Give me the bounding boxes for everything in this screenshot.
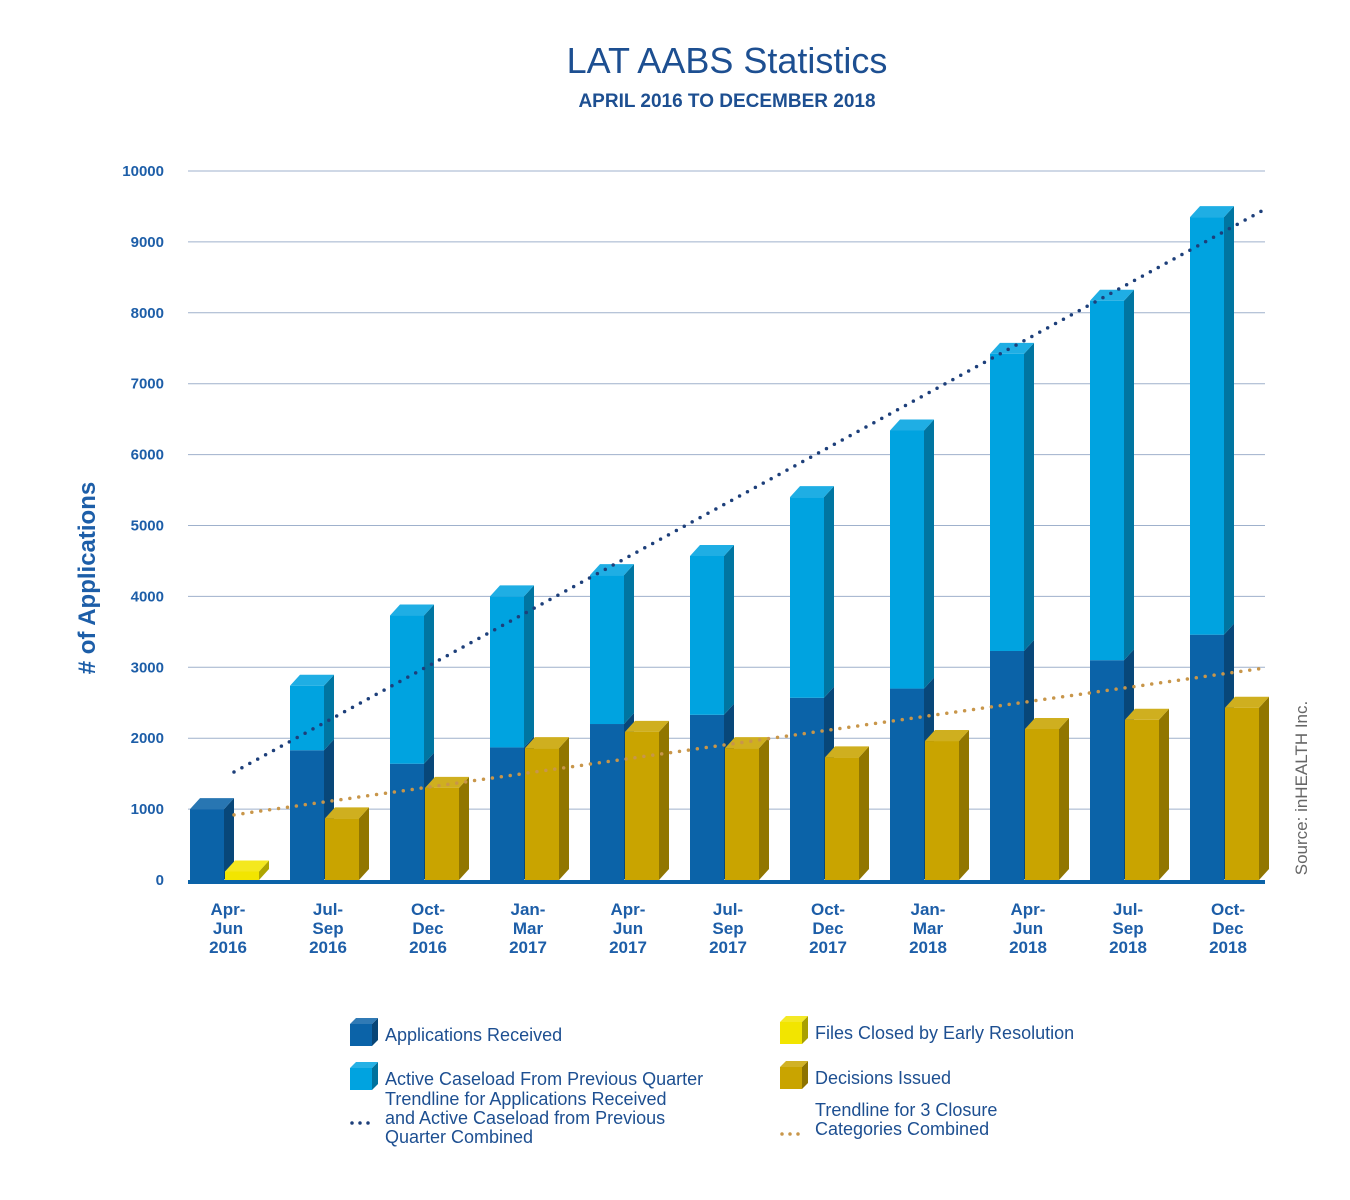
x-tick-5: Jul-Sep 2017 [709, 900, 747, 957]
svg-text:Applications Received: Applications Received [385, 1025, 562, 1045]
legend-item-3: Active Caseload From Previous Quarter [350, 1062, 703, 1090]
bar-active-caseload-from-previous-quarter-10 [1190, 206, 1234, 635]
y-axis-label: # of Applications [74, 482, 101, 674]
x-tick-4: Apr-Jun 2017 [609, 900, 647, 957]
x-tick-2: Oct-Dec 2016 [409, 900, 447, 957]
bar-active-caseload-from-previous-quarter-4 [590, 564, 634, 725]
svg-text:Files Closed by Early Resoluti: Files Closed by Early Resolution [815, 1023, 1074, 1043]
y-tick-7000: 7000 [131, 376, 164, 393]
y-tick-8000: 8000 [131, 305, 164, 322]
bar-decisions-issued-6 [825, 746, 869, 880]
y-tick-9000: 9000 [131, 234, 164, 251]
legend-item-5: Trendline for Applications Received and A… [350, 1089, 667, 1147]
bar-decisions-issued-2 [425, 776, 469, 880]
x-tick-10: Oct-Dec 2018 [1209, 900, 1247, 957]
x-axis-line [188, 880, 1265, 884]
bar-decisions-issued-10 [1225, 696, 1269, 880]
trendlines [232, 207, 1267, 817]
bar-decisions-issued-5 [725, 737, 769, 880]
x-tick-9: Jul-Sep 2018 [1109, 900, 1147, 957]
legend-item-2: Files Closed by Early Resolution [780, 1016, 1074, 1044]
y-tick-10000: 10000 [122, 163, 164, 180]
x-tick-3: Jan-Mar 2017 [509, 900, 547, 957]
bar-applications-received-0 [190, 798, 234, 880]
x-axis [188, 880, 1265, 884]
bar-decisions-issued-1 [325, 807, 369, 880]
x-tick-7: Jan-Mar 2018 [909, 900, 947, 957]
bar-active-caseload-from-previous-quarter-2 [390, 604, 434, 764]
bar-active-caseload-from-previous-quarter-5 [690, 544, 734, 715]
legend: Applications Received Files Closed by Ear… [350, 1016, 1074, 1147]
y-tick-6000: 6000 [131, 447, 164, 464]
bar-active-caseload-from-previous-quarter-1 [290, 674, 334, 751]
bar-active-caseload-from-previous-quarter-8 [990, 342, 1034, 651]
chart-subtitle: APRIL 2016 TO DECEMBER 2018 [578, 91, 875, 112]
svg-text:Decisions Issued: Decisions Issued [815, 1068, 951, 1088]
source-note: Source: inHEALTH Inc. [1292, 701, 1311, 875]
y-tick-1000: 1000 [131, 801, 164, 818]
bar-decisions-issued-3 [525, 737, 569, 880]
bar-decisions-issued-4 [625, 720, 669, 880]
bar-active-caseload-from-previous-quarter-7 [890, 419, 934, 689]
y-tick-labels: 0 1000 2000 3000 4000 5000 6000 7000 8000 9000 100… [122, 163, 164, 889]
x-tick-8: Apr-Jun 2018 [1009, 900, 1047, 957]
x-tick-0: Apr-Jun 2016 [209, 900, 247, 957]
svg-text:Trendline for Applications Rec: Trendline for Applications Received and A… [385, 1089, 667, 1147]
legend-item-4: Decisions Issued [780, 1061, 951, 1089]
legend-item-1: Applications Received [350, 1018, 562, 1046]
y-tick-3000: 3000 [131, 659, 164, 676]
bar-decisions-issued-8 [1025, 717, 1069, 880]
bar-active-caseload-from-previous-quarter-3 [490, 585, 534, 748]
y-tick-0: 0 [156, 872, 164, 889]
bar-decisions-issued-9 [1125, 708, 1169, 880]
y-tick-4000: 4000 [131, 588, 164, 605]
chart-title: LAT AABS Statistics [567, 40, 888, 81]
legend-item-6: Trendline for 3 Closure Categories Combin… [780, 1100, 997, 1139]
bars [190, 206, 1269, 880]
svg-text:Active Caseload From Previous: Active Caseload From Previous Quarter [385, 1069, 703, 1089]
x-tick-1: Jul-Sep 2016 [309, 900, 347, 957]
bar-active-caseload-from-previous-quarter-6 [790, 486, 834, 698]
grid-lines [188, 170, 1265, 810]
x-tick-labels: Apr-Jun 2016 Jul-Sep 2016 Oct-Dec 2016 Jan-Mar… [209, 900, 1247, 957]
y-tick-2000: 2000 [131, 730, 164, 747]
trendline-2 [232, 666, 1267, 817]
bar-files-closed-by-early-resolution-0 [225, 860, 269, 880]
bar-active-caseload-from-previous-quarter-9 [1090, 289, 1134, 661]
y-tick-5000: 5000 [131, 518, 164, 535]
bar-decisions-issued-7 [925, 730, 969, 880]
x-tick-6: Oct-Dec 2017 [809, 900, 847, 957]
